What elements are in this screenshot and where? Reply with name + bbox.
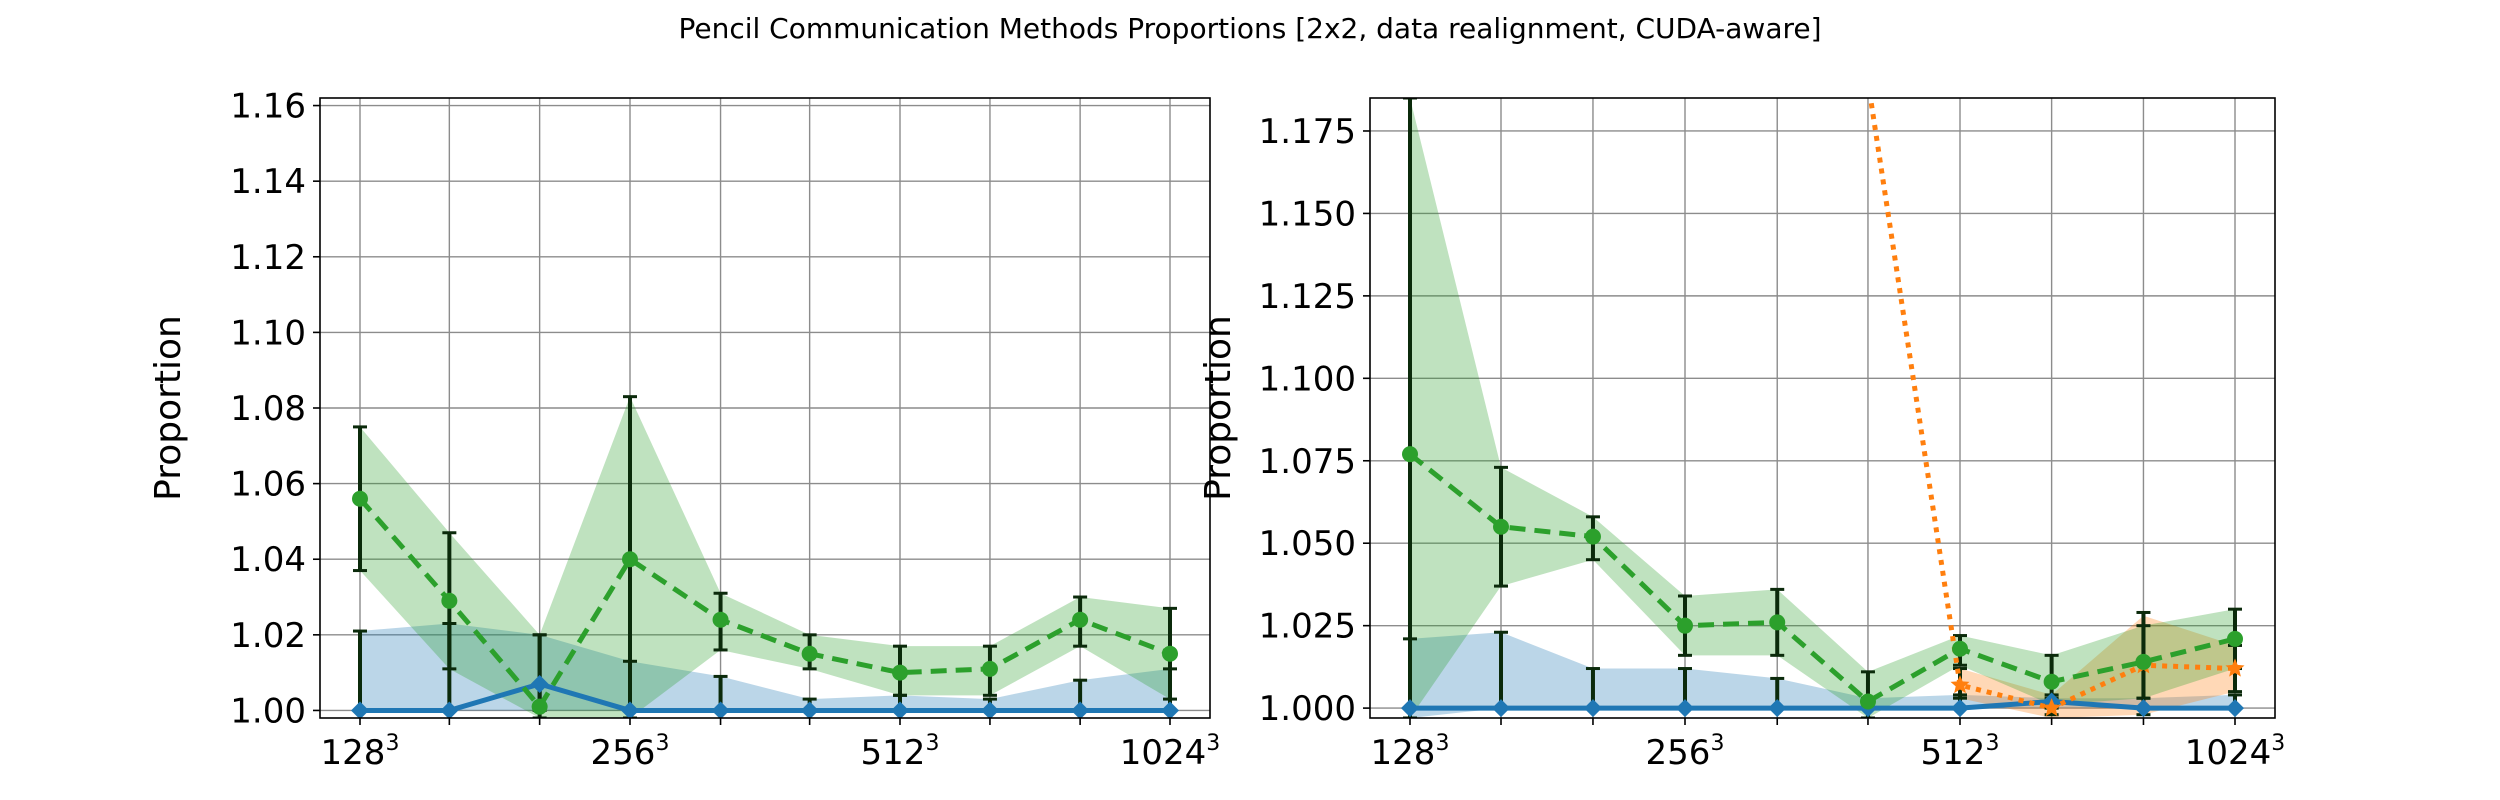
data-point <box>1769 614 1786 631</box>
data-point <box>1952 640 1968 657</box>
series-line <box>360 681 1170 713</box>
data-point <box>621 701 639 718</box>
y-tick-label: 1.16 <box>230 87 306 127</box>
series-line <box>1410 699 2235 711</box>
data-point <box>1859 693 1876 710</box>
data-point <box>530 674 549 693</box>
y-axis-label: Proportion <box>148 315 189 501</box>
data-point <box>1493 518 1510 535</box>
data-point <box>1768 699 1787 718</box>
data-point <box>531 698 548 715</box>
y-tick-label: 1.08 <box>230 389 306 429</box>
data-point <box>981 660 998 677</box>
series-line <box>1408 452 2236 705</box>
confidence-band <box>1410 98 2235 718</box>
y-tick-label: 1.000 <box>1259 689 1356 729</box>
x-tick-label: 10243 <box>2185 731 2286 773</box>
chart-panel-left: 1.00 1.02 1.04 1.06 1.08 1.10 1.12 1.14 1.16 1283… <box>148 87 1220 773</box>
x-tick-label: 5123 <box>1921 731 2000 773</box>
data-point <box>800 701 819 718</box>
y-tick-label: 1.14 <box>230 162 306 202</box>
x-tick-label: 1283 <box>1371 731 1450 773</box>
data-point <box>980 701 999 718</box>
y-axis-label: Proportion <box>1198 315 1239 501</box>
data-point <box>892 664 908 681</box>
y-tick-label: 1.04 <box>230 540 306 580</box>
axes-frame <box>1369 97 2276 719</box>
data-point <box>1072 611 1089 628</box>
y-tick-label: 1.10 <box>230 313 306 353</box>
confidence-band <box>360 396 1170 718</box>
plot-area <box>351 395 1179 718</box>
data-point <box>1492 699 1511 718</box>
confidence-band <box>1410 632 2235 718</box>
data-point <box>352 490 368 507</box>
data-point <box>1951 699 1969 718</box>
data-point <box>2227 630 2243 647</box>
data-point <box>891 701 909 718</box>
x-tick-label: 10243 <box>1120 731 1221 773</box>
data-point <box>440 701 459 718</box>
data-point <box>622 551 638 568</box>
data-point <box>351 701 369 718</box>
data-point <box>1950 675 1970 694</box>
data-point <box>1583 699 1602 718</box>
data-point <box>711 701 730 718</box>
data-point <box>2225 658 2245 677</box>
data-point <box>2134 699 2153 718</box>
y-tick-label: 1.075 <box>1259 442 1356 482</box>
data-point <box>1161 701 1179 718</box>
data-point <box>1402 446 1418 463</box>
data-point <box>2226 699 2244 718</box>
y-tick-label: 1.175 <box>1259 112 1356 152</box>
y-tick-label: 1.12 <box>230 238 306 278</box>
y-tick-label: 1.050 <box>1259 524 1356 564</box>
y-tick-label: 1.150 <box>1259 194 1356 234</box>
data-point <box>801 645 818 662</box>
figure-title: Pencil Communication Methods Proportions… <box>678 12 1822 45</box>
plot-area <box>1401 98 2245 718</box>
y-tick-label: 1.025 <box>1259 607 1356 647</box>
y-tick-label: 1.125 <box>1259 277 1356 317</box>
data-point <box>1677 617 1693 634</box>
data-point <box>2135 653 2152 670</box>
y-tick-label: 1.06 <box>230 465 306 505</box>
x-tick-label: 1283 <box>321 731 400 773</box>
y-tick-label: 1.100 <box>1259 359 1356 399</box>
series-line <box>358 497 1171 710</box>
y-tick-label: 1.02 <box>230 616 306 656</box>
data-point <box>1162 645 1178 662</box>
x-tick-label: 2563 <box>1646 731 1725 773</box>
data-point <box>1676 699 1694 718</box>
confidence-band <box>1960 615 2235 718</box>
data-point <box>2042 698 2062 717</box>
data-point <box>2043 673 2060 690</box>
chart-panel-right: 1.000 1.025 1.050 1.075 1.100 1.125 1.150 1.175… <box>1198 97 2286 773</box>
data-point <box>441 592 458 609</box>
data-point <box>1584 528 1601 545</box>
data-point <box>1401 699 1419 718</box>
x-tick-label: 5123 <box>861 731 940 773</box>
y-tick-label: 1.00 <box>230 691 306 731</box>
x-tick-label: 2563 <box>591 731 670 773</box>
data-point <box>712 611 729 628</box>
data-point <box>1071 701 1090 718</box>
